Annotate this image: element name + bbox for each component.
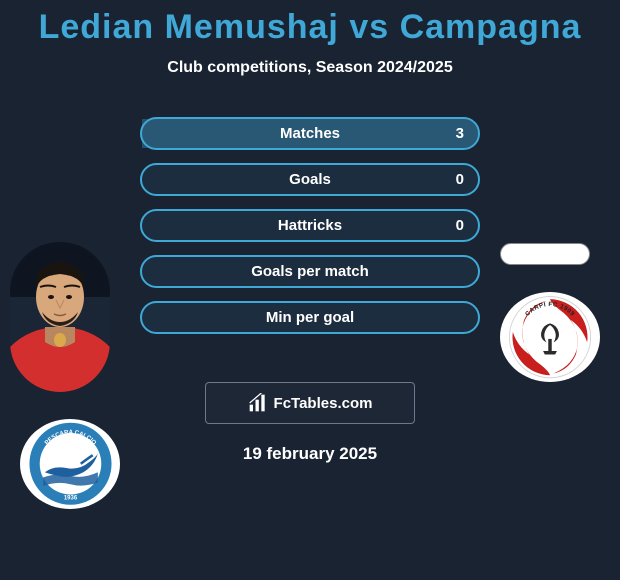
stat-label: Min per goal [266, 309, 354, 326]
stat-bar: Matches 3 [140, 117, 480, 150]
stat-label: Goals per match [251, 263, 369, 280]
carpi-logo-icon: CARPI FC 1909 [502, 294, 598, 380]
svg-text:1936: 1936 [63, 496, 77, 502]
stat-label: Goals [289, 171, 331, 188]
bar-chart-icon [248, 393, 268, 413]
player-placeholder-right [500, 243, 590, 265]
comparison-content: PESCARA CALCIO 1936 CARPI FC 1909 Matche… [0, 117, 620, 464]
club-logo-right: CARPI FC 1909 [500, 292, 600, 382]
page-title: Ledian Memushaj vs Campagna [0, 0, 620, 47]
brand-box: FcTables.com [205, 382, 415, 424]
stat-value-right: 0 [456, 217, 464, 234]
page-subtitle: Club competitions, Season 2024/2025 [0, 59, 620, 77]
club-logo-left: PESCARA CALCIO 1936 [20, 419, 120, 509]
stat-value-right: 0 [456, 171, 464, 188]
player-avatar-icon [10, 242, 110, 392]
pescara-logo-icon: PESCARA CALCIO 1936 [23, 421, 118, 507]
stat-label: Hattricks [278, 217, 342, 234]
stat-bar: Min per goal [140, 301, 480, 334]
stats-bars: Matches 3 Goals 0 Hattricks 0 Goals per match M… [140, 117, 480, 334]
player-photo-left [10, 242, 110, 392]
stat-bar: Goals 0 [140, 163, 480, 196]
brand-text: FcTables.com [274, 395, 373, 412]
stat-label: Matches [280, 125, 340, 142]
stat-value-right: 3 [456, 125, 464, 142]
stat-bar: Goals per match [140, 255, 480, 288]
stat-bar: Hattricks 0 [140, 209, 480, 242]
